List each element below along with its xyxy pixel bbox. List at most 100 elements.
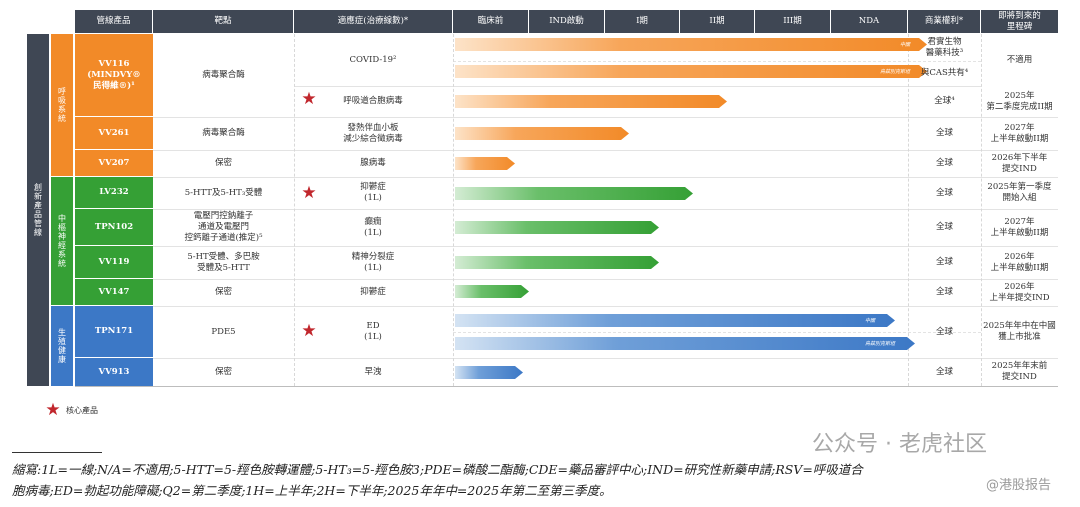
watermark-sub: @港股报告 <box>986 474 1052 493</box>
column-divider <box>981 34 982 386</box>
rights-cell: 全球 <box>935 187 953 198</box>
target-cell: 電壓門控鈉離子 通道及電壓門 控鈣離子通道(推定)⁵ <box>184 211 263 243</box>
rights-cell: 全球⁴ <box>934 96 955 106</box>
milestone-cell: 2025年第一季度 開始入組 <box>987 182 1052 203</box>
rights-cell: 全球 <box>935 326 953 337</box>
target-cell: 病毒聚合酶 <box>202 128 245 138</box>
column-divider <box>294 34 295 386</box>
target-cell: PDE5 <box>211 326 236 337</box>
product-code-vv116: VV116 (MINDVY® 民得維®)¹ <box>75 34 153 117</box>
product-code-vv207: VV207 <box>75 150 153 177</box>
column-divider <box>453 34 454 386</box>
group-label-respiratory: 呼吸系統 <box>51 34 73 176</box>
rights-cell: 全球 <box>935 366 953 377</box>
progress-bar-vv207 <box>455 157 515 170</box>
product-code-lv232: LV232 <box>75 177 153 209</box>
product-code-tpn102: TPN102 <box>75 209 153 246</box>
rights-cell: 全球 <box>935 222 953 232</box>
column-divider <box>908 34 909 386</box>
product-code-vv913: VV913 <box>75 358 153 386</box>
row-divider <box>153 246 1058 247</box>
progress-bar-vv913 <box>455 366 523 379</box>
progress-bar-vv116-uzbekistan <box>455 65 927 78</box>
header-milestone: 即將到來的 里程碑 <box>981 10 1058 33</box>
row-divider <box>153 177 1058 178</box>
product-code-tpn171: TPN171 <box>75 306 153 358</box>
row-divider <box>153 209 1058 210</box>
table-bottom-line <box>75 386 1058 387</box>
row-divider <box>153 358 1058 359</box>
indication-cell: 早洩 <box>364 366 382 377</box>
row-divider <box>294 86 981 87</box>
product-code-vv261: VV261 <box>75 117 153 150</box>
indication-cell: COVID-19² <box>349 54 397 65</box>
group-label-reproductive: 生殖健康 <box>51 306 73 386</box>
footnote-line-1: 縮寫:1L=一線;N/A=不適用;5-HTT=5-羥色胺轉運體;5-HT₃=5-… <box>12 462 863 477</box>
milestone-cell: 2025年年末前 提交IND <box>991 361 1048 382</box>
product-code-vv147: VV147 <box>75 279 153 306</box>
indication-cell: ED (1L) <box>364 321 382 342</box>
progress-bar-vv116-china <box>455 38 927 51</box>
watermark-brand: 公众号 · 老虎社区 <box>812 432 987 457</box>
progress-bar-vv119 <box>455 256 659 269</box>
bar-label-uzbekistan: 烏茲別克斯坦 <box>864 341 895 347</box>
core-product-star-icon: ★ <box>301 183 317 203</box>
header-target: 靶點 <box>153 10 294 33</box>
milestone-cell: 2026年 上半年提交IND <box>989 281 1050 303</box>
milestone-cell: 2025年 第二季度完成II期 <box>986 90 1053 112</box>
rights-cell: 與CAS共有⁴ <box>920 68 969 78</box>
header-phase1: I期 <box>605 10 680 33</box>
progress-bar-vv261 <box>455 127 629 140</box>
indication-cell: 呼吸道合胞病毒 <box>343 96 403 106</box>
indication-cell: 抑鬱症 <box>360 287 386 297</box>
legend-label: 核心產品 <box>66 406 98 415</box>
milestone-cell: 不適用 <box>1006 54 1033 65</box>
rights-cell: 君實生物 醫藥科技³ <box>925 36 964 58</box>
progress-bar-lv232 <box>455 187 693 200</box>
target-cell: 保密 <box>214 366 232 377</box>
legend-star-icon: ★ <box>45 400 61 420</box>
rights-cell: 全球 <box>935 158 953 168</box>
row-divider <box>153 117 1058 118</box>
header-indication: 適應症(治療線數)* <box>294 10 453 33</box>
rights-cell: 全球 <box>935 128 953 138</box>
bar-label-china: 中國 <box>899 42 910 48</box>
milestone-cell: 2025年年中在中國 獲上市批准 <box>983 321 1056 342</box>
core-product-star-icon: ★ <box>301 89 317 109</box>
product-code-vv119: VV119 <box>75 246 153 279</box>
header-phase2: II期 <box>680 10 755 33</box>
target-cell: 5-HTT及5-HT₃受體 <box>184 187 263 198</box>
progress-bar-tpn102 <box>455 221 659 234</box>
bar-label-china: 中國 <box>864 318 875 324</box>
row-divider <box>153 150 1058 151</box>
footnote-line-2: 胞病毒;ED=勃起功能障礙;Q2=第二季度;1H=上半年;2H=下半年;2025… <box>12 483 612 498</box>
header-nda: NDA <box>831 10 908 33</box>
row-divider <box>453 332 981 333</box>
progress-bar-tpn171-uzbekistan <box>455 337 915 350</box>
milestone-cell: 2026年下半年 提交IND <box>991 152 1048 174</box>
progress-bar-tpn171-china <box>455 314 895 327</box>
progress-bar-vv116-rsv <box>455 95 727 108</box>
header-ind: IND啟動 <box>529 10 605 33</box>
progress-bar-vv147 <box>455 285 529 298</box>
milestone-cell: 2027年 上半年啟動II期 <box>990 122 1049 144</box>
indication-cell: 精神分裂症 (1L) <box>351 251 395 273</box>
bar-label-uzbekistan: 烏茲別克斯坦 <box>879 69 910 75</box>
rights-cell: 全球 <box>935 287 953 297</box>
header-preclinical: 臨床前 <box>453 10 529 33</box>
side-label: 創新產品管線 <box>27 34 49 386</box>
target-cell: 保密 <box>214 158 232 168</box>
header-product: 管線產品 <box>75 10 153 33</box>
indication-cell: 腺病毒 <box>360 158 386 168</box>
row-divider <box>153 306 1058 307</box>
target-cell: 病毒聚合酶 <box>202 70 245 80</box>
footnote-divider <box>12 452 102 453</box>
milestone-cell: 2026年 上半年啟動II期 <box>990 251 1049 273</box>
target-cell: 5-HT受體、多巴胺 受體及5-HTT <box>187 251 260 273</box>
target-cell: 保密 <box>214 287 232 297</box>
indication-cell: 發熱伴血小板 減少綜合徵病毒 <box>343 122 403 144</box>
row-divider <box>153 279 1058 280</box>
header-phase3: III期 <box>755 10 831 33</box>
milestone-cell: 2027年 上半年啟動II期 <box>990 216 1049 238</box>
row-divider <box>453 61 981 62</box>
